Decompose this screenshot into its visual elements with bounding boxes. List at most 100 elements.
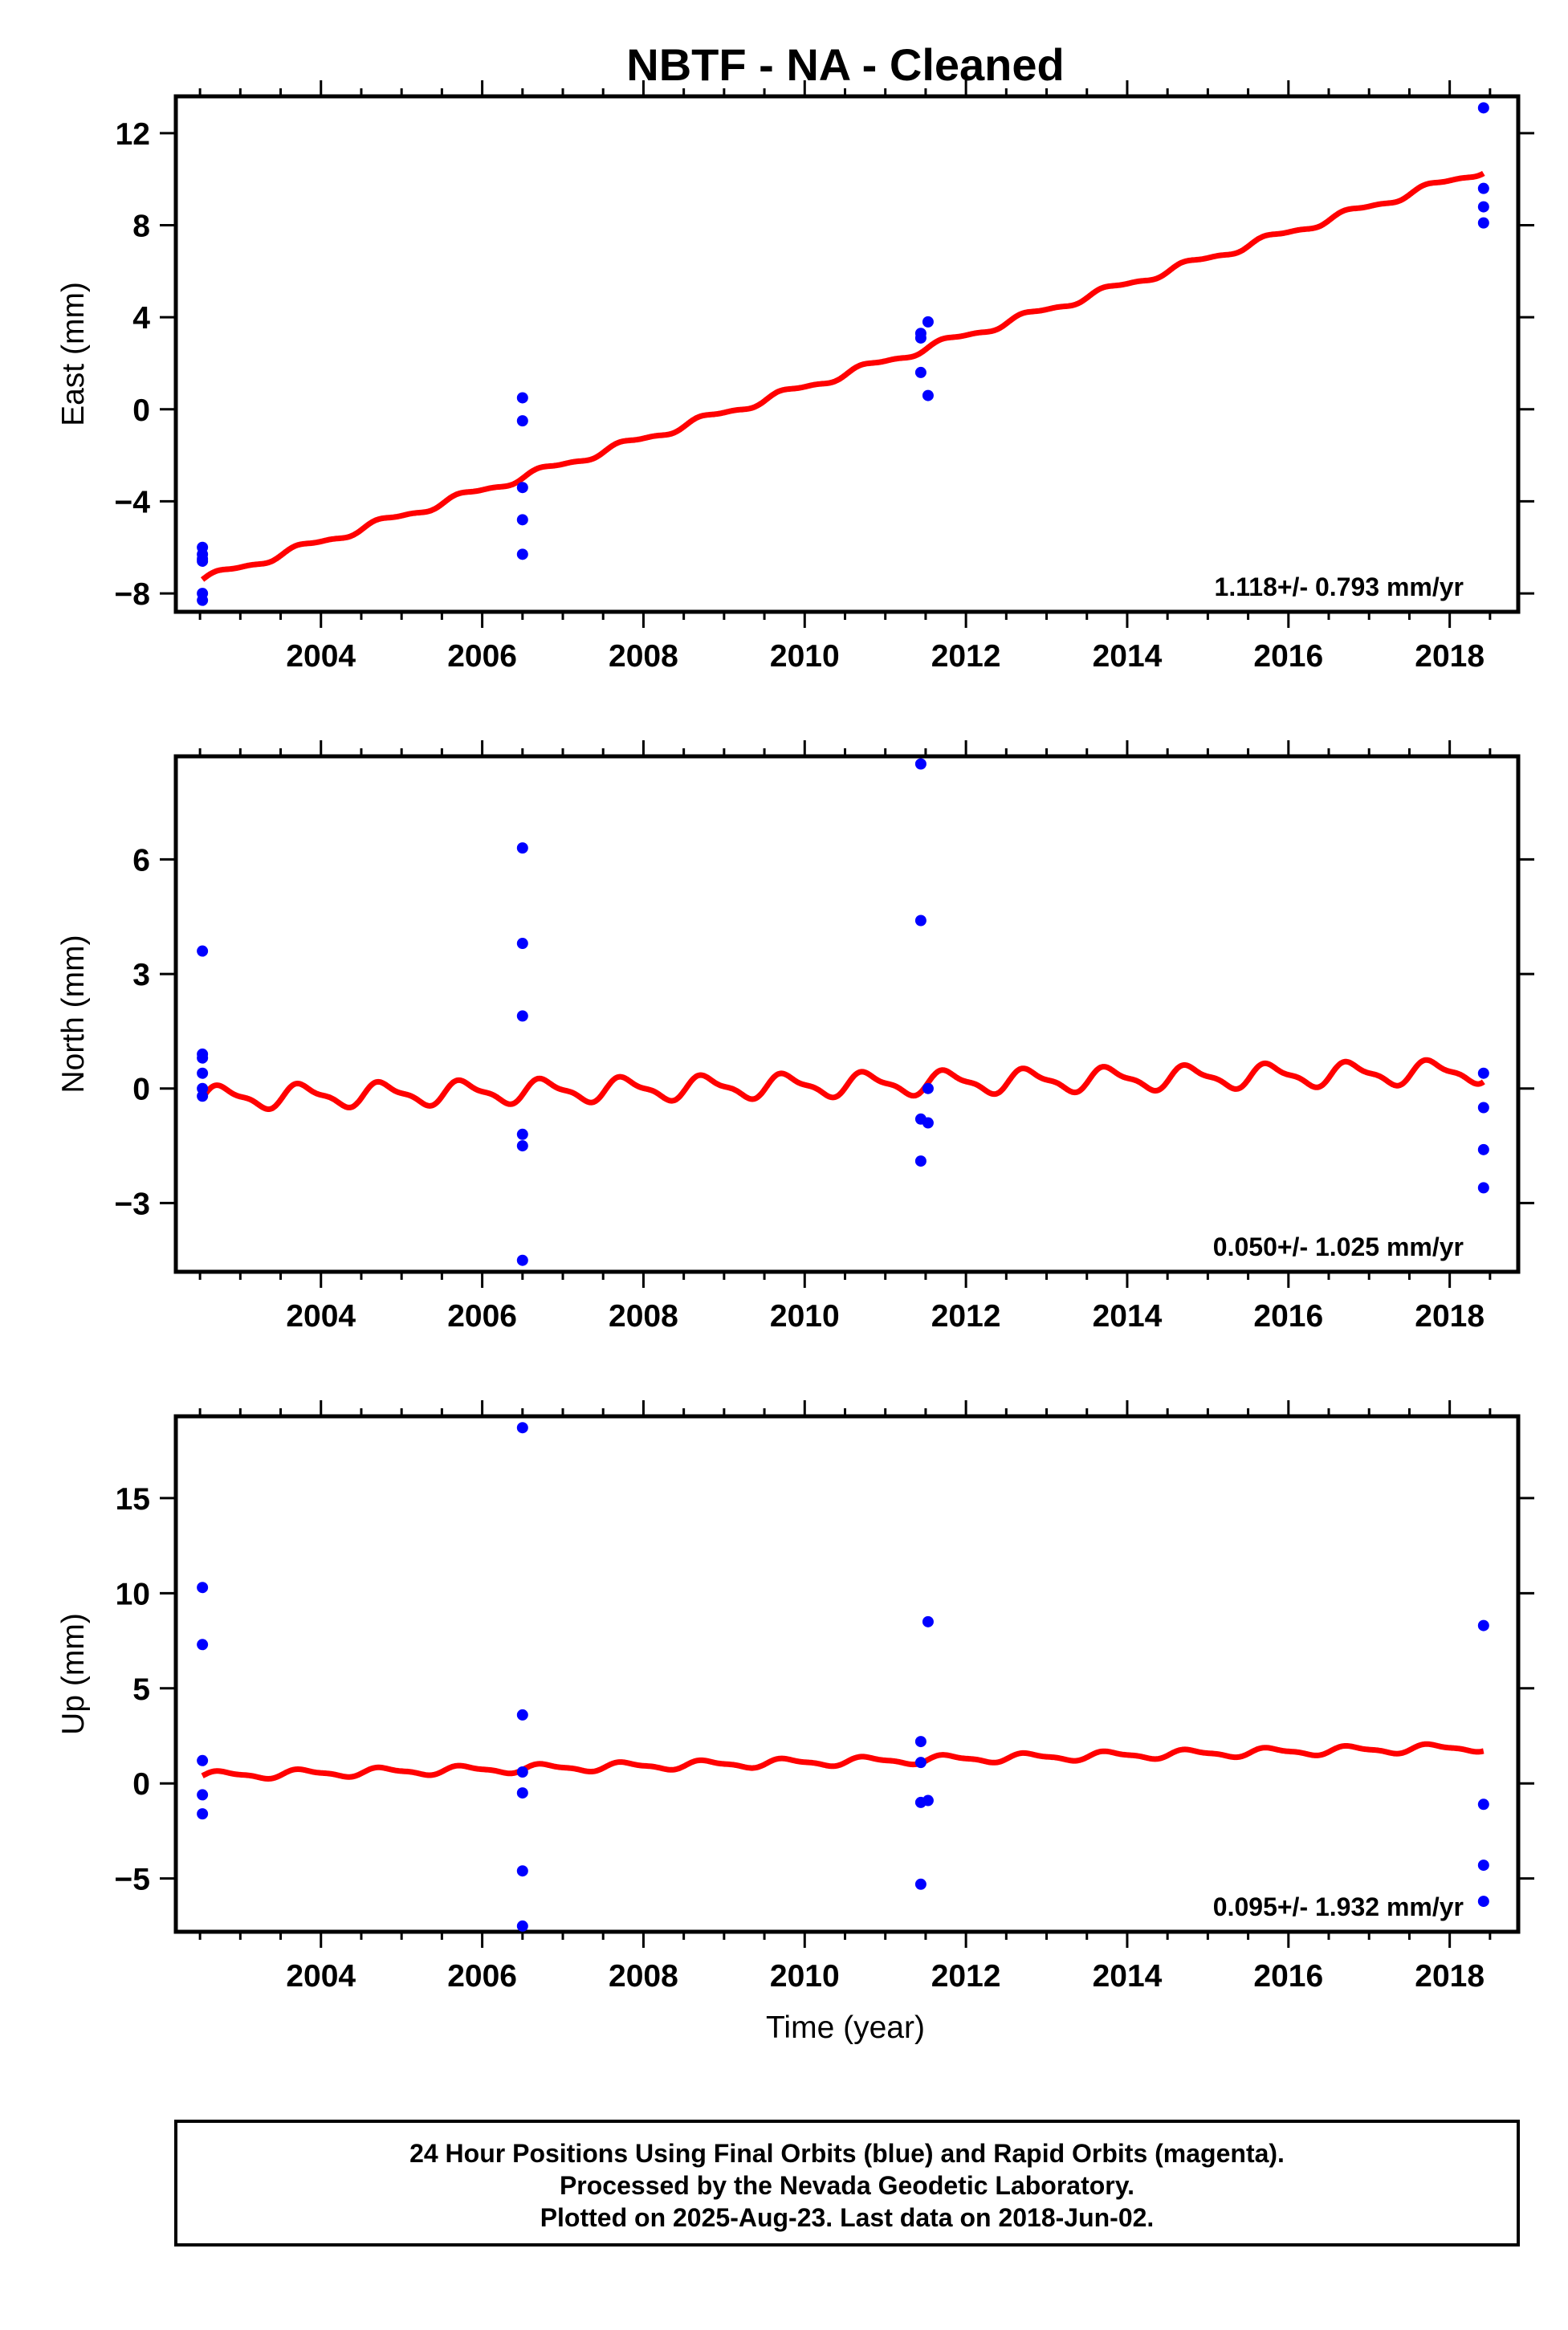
y-tick-label: 3 (132, 958, 150, 992)
data-point (516, 1766, 528, 1778)
data-point (922, 1082, 934, 1094)
x-tick-label: 2016 (1253, 639, 1323, 674)
data-point (516, 415, 528, 427)
x-tick-label: 2006 (447, 639, 517, 674)
data-point (922, 1794, 934, 1807)
velocity-annotation: 0.095+/- 1.932 mm/yr (1213, 1892, 1464, 1921)
y-axis-title: East (mm) (56, 282, 91, 426)
data-point (922, 1117, 934, 1129)
data-point (1477, 201, 1489, 213)
data-point (516, 1254, 528, 1266)
data-point (914, 1155, 927, 1167)
x-tick-label: 2010 (770, 1959, 840, 1994)
x-tick-label: 2012 (931, 1299, 1001, 1334)
data-point (516, 1128, 528, 1140)
data-point (1477, 182, 1489, 194)
plot-frame (173, 1414, 1521, 1934)
data-point (1477, 1798, 1489, 1811)
x-tick-label: 2018 (1415, 1299, 1485, 1334)
model-fit-line (200, 1741, 1486, 1782)
x-tick-label: 2008 (609, 639, 678, 674)
plot-frame (173, 754, 1521, 1274)
data-point (197, 1808, 209, 1820)
velocity-annotation: 0.050+/- 1.025 mm/yr (1213, 1232, 1464, 1261)
x-tick-label: 2014 (1093, 639, 1163, 674)
data-point (197, 1067, 209, 1079)
data-point (197, 945, 209, 957)
y-tick-label: 15 (116, 1482, 150, 1517)
data-point (516, 482, 528, 494)
up-panel: 2004 2006 2008 2010 2012 2014 2016 2018 15 10 5 0 −5… (56, 1400, 1534, 1994)
data-point (914, 1878, 927, 1890)
footer-box: 24 Hour Positions Using Final Orbits (bl… (174, 2120, 1520, 2246)
x-tick-label: 2008 (609, 1299, 678, 1334)
x-tick-label: 2008 (609, 1959, 678, 1994)
x-tick-label: 2012 (931, 1959, 1001, 1994)
x-axis-title: Time (year) (766, 2010, 925, 2045)
data-point (516, 548, 528, 560)
data-point (516, 1787, 528, 1799)
data-point (197, 553, 209, 565)
footer-frame (174, 2120, 1520, 2246)
footer-line-2: Processed by the Nevada Geodetic Laborat… (560, 2171, 1134, 2200)
data-point (516, 1422, 528, 1434)
y-tick-label: −5 (115, 1863, 150, 1897)
x-tick-label: 2010 (770, 1299, 840, 1334)
y-tick-label: −4 (115, 485, 151, 519)
data-point (914, 1757, 927, 1769)
data-point (197, 1090, 209, 1102)
data-point (516, 938, 528, 950)
data-point (914, 1736, 927, 1748)
data-point (516, 1010, 528, 1022)
x-tick-label: 2004 (286, 1959, 356, 1994)
data-point (1477, 1182, 1489, 1194)
y-axis-title: North (mm) (56, 935, 91, 1093)
data-point (516, 1140, 528, 1152)
velocity-annotation: 1.118+/- 0.793 mm/yr (1215, 572, 1464, 601)
y-tick-label: 6 (132, 843, 150, 878)
data-point (197, 1754, 209, 1766)
y-tick-label: 0 (132, 1767, 150, 1802)
east-panel: 2004 2006 2008 2010 2012 2014 2016 2018 12 8 4 0 −4 −… (56, 80, 1534, 674)
data-point (1477, 1102, 1489, 1114)
y-tick-label: 4 (132, 301, 150, 336)
x-tick-label: 2014 (1093, 1959, 1163, 1994)
data-point (197, 1582, 209, 1594)
x-tick-label: 2018 (1415, 639, 1485, 674)
data-point (922, 316, 934, 328)
x-tick-label: 2018 (1415, 1959, 1485, 1994)
data-point (1477, 1067, 1489, 1079)
data-point (516, 1865, 528, 1877)
data-point (914, 332, 927, 344)
data-point (516, 514, 528, 526)
data-point (1477, 1619, 1489, 1631)
data-point (516, 1920, 528, 1932)
y-tick-label: −3 (115, 1187, 150, 1221)
data-point (914, 366, 927, 378)
data-point (197, 1639, 209, 1651)
plot-frame (173, 94, 1521, 614)
footer-line-3: Plotted on 2025-Aug-23. Last data on 201… (540, 2203, 1155, 2232)
chart-title: NBTF - NA - Cleaned (626, 39, 1064, 90)
data-point (197, 594, 209, 606)
y-tick-label: 0 (132, 1073, 150, 1107)
x-tick-label: 2016 (1253, 1959, 1323, 1994)
y-tick-label: 10 (116, 1577, 150, 1611)
model-fit-line (200, 1057, 1486, 1112)
y-tick-label: 8 (132, 210, 150, 244)
y-axis-title: Up (mm) (56, 1613, 91, 1735)
model-fit-line (200, 170, 1486, 582)
data-point (516, 842, 528, 854)
data-point (914, 914, 927, 927)
data-point (1477, 1143, 1489, 1155)
north-panel: 2004 2006 2008 2010 2012 2014 2016 2018 6 3 0 −3 Nor… (56, 740, 1534, 1334)
data-point (922, 389, 934, 401)
x-tick-label: 2006 (447, 1959, 517, 1994)
data-point (197, 1052, 209, 1064)
y-tick-label: −8 (115, 577, 150, 612)
x-tick-label: 2016 (1253, 1299, 1323, 1334)
x-tick-label: 2004 (286, 1299, 356, 1334)
x-tick-label: 2006 (447, 1299, 517, 1334)
footer-line-1: 24 Hour Positions Using Final Orbits (bl… (409, 2139, 1285, 2168)
